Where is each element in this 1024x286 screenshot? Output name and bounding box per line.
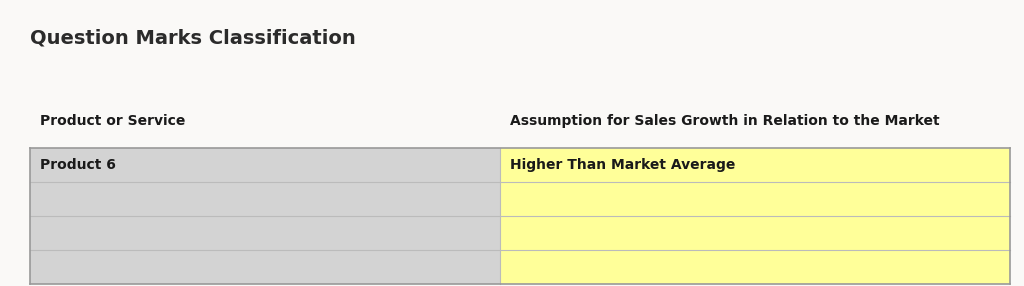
Text: Higher Than Market Average: Higher Than Market Average (510, 158, 735, 172)
Bar (500, 250, 1010, 284)
Text: Product 6: Product 6 (40, 158, 116, 172)
Text: Product or Service: Product or Service (40, 114, 185, 128)
Bar (30, 216, 500, 250)
Bar (500, 148, 1010, 182)
Text: Assumption for Sales Growth in Relation to the Market: Assumption for Sales Growth in Relation … (510, 114, 939, 128)
Bar (30, 182, 500, 216)
Text: Question Marks Classification: Question Marks Classification (30, 28, 355, 47)
Bar (30, 250, 500, 284)
Bar (500, 216, 1010, 250)
Bar (30, 148, 500, 182)
Bar (500, 182, 1010, 216)
